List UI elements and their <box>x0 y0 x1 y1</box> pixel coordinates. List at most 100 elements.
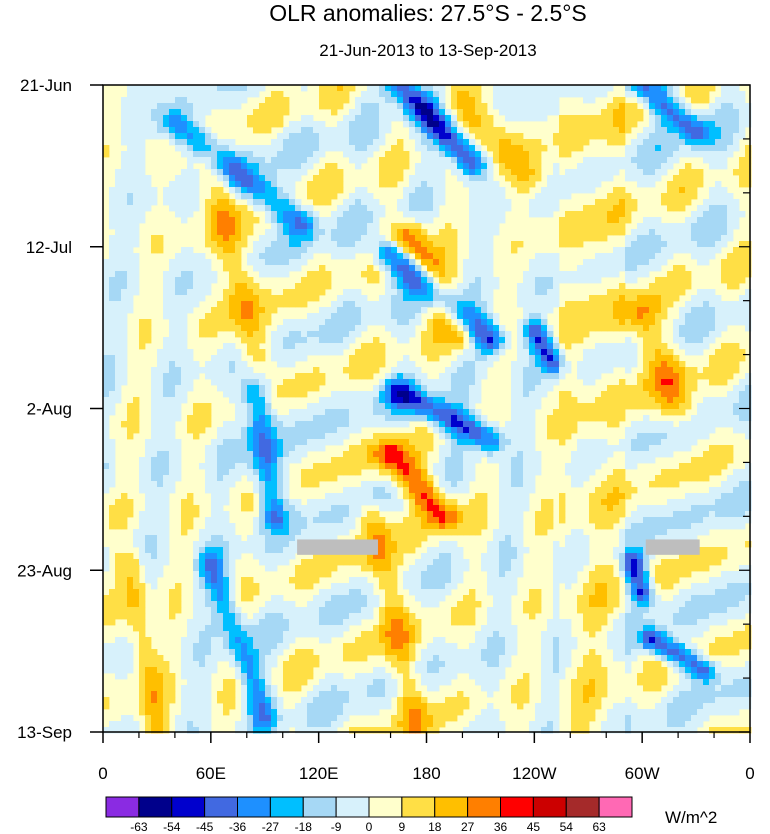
anomaly-cell <box>655 403 662 410</box>
anomaly-cell <box>157 451 164 458</box>
anomaly-cell <box>631 451 638 458</box>
anomaly-cell <box>361 319 368 326</box>
anomaly-cell <box>253 343 260 350</box>
anomaly-cell <box>235 151 242 158</box>
anomaly-cell <box>625 271 632 278</box>
anomaly-cell <box>715 205 722 212</box>
anomaly-cell <box>349 445 356 452</box>
anomaly-cell <box>385 289 392 296</box>
anomaly-cell <box>133 415 140 422</box>
anomaly-cell <box>679 193 686 200</box>
anomaly-cell <box>427 445 434 452</box>
anomaly-cell <box>679 325 686 332</box>
anomaly-cell <box>451 301 458 308</box>
anomaly-cell <box>625 127 632 134</box>
anomaly-cell <box>451 91 458 98</box>
anomaly-cell <box>223 235 230 242</box>
anomaly-cell <box>445 469 452 476</box>
anomaly-cell <box>229 373 236 380</box>
anomaly-cell <box>457 331 464 338</box>
anomaly-cell <box>547 109 554 116</box>
anomaly-cell <box>559 421 566 428</box>
anomaly-cell <box>289 385 296 392</box>
anomaly-cell <box>283 259 290 266</box>
anomaly-cell <box>709 133 716 140</box>
anomaly-cell <box>247 427 254 434</box>
anomaly-cell <box>667 403 674 410</box>
anomaly-cell <box>691 457 698 464</box>
anomaly-cell <box>529 283 536 290</box>
anomaly-cell <box>319 349 326 356</box>
anomaly-cell <box>187 193 194 200</box>
anomaly-cell <box>595 343 602 350</box>
anomaly-cell <box>235 439 242 446</box>
anomaly-cell <box>373 85 380 92</box>
anomaly-cell <box>361 457 368 464</box>
anomaly-cell <box>361 121 368 128</box>
anomaly-cell <box>637 247 644 254</box>
anomaly-cell <box>451 337 458 344</box>
anomaly-cell <box>487 355 494 362</box>
anomaly-cell <box>463 313 470 320</box>
anomaly-cell <box>139 463 146 470</box>
anomaly-cell <box>685 373 692 380</box>
anomaly-cell <box>481 451 488 458</box>
anomaly-cell <box>487 331 494 338</box>
anomaly-cell <box>169 91 176 98</box>
anomaly-cell <box>175 271 182 278</box>
anomaly-cell <box>379 391 386 398</box>
anomaly-cell <box>403 409 410 416</box>
anomaly-cell <box>739 349 746 356</box>
anomaly-cell <box>655 445 662 452</box>
anomaly-cell <box>403 151 410 158</box>
anomaly-cell <box>655 355 662 362</box>
anomaly-cell <box>715 223 722 230</box>
anomaly-cell <box>613 295 620 302</box>
anomaly-cell <box>259 247 266 254</box>
anomaly-cell <box>493 343 500 350</box>
anomaly-cell <box>409 325 416 332</box>
anomaly-cell <box>277 109 284 116</box>
anomaly-cell <box>535 85 542 92</box>
anomaly-cell <box>223 427 230 434</box>
anomaly-cell <box>589 115 596 122</box>
anomaly-cell <box>409 415 416 422</box>
anomaly-cell <box>721 103 728 110</box>
anomaly-cell <box>475 331 482 338</box>
anomaly-cell <box>199 103 206 110</box>
anomaly-cell <box>607 169 614 176</box>
anomaly-cell <box>607 391 614 398</box>
anomaly-cell <box>187 415 194 422</box>
anomaly-cell <box>367 97 374 104</box>
anomaly-cell <box>319 187 326 194</box>
anomaly-cell <box>673 241 680 248</box>
anomaly-cell <box>133 193 140 200</box>
anomaly-cell <box>589 463 596 470</box>
anomaly-cell <box>529 109 536 116</box>
anomaly-cell <box>355 325 362 332</box>
anomaly-cell <box>661 253 668 260</box>
anomaly-cell <box>739 379 746 386</box>
anomaly-cell <box>271 259 278 266</box>
anomaly-cell <box>427 343 434 350</box>
anomaly-cell <box>349 217 356 224</box>
anomaly-cell <box>529 85 536 92</box>
anomaly-cell <box>103 355 110 362</box>
anomaly-cell <box>403 271 410 278</box>
anomaly-cell <box>103 463 110 470</box>
anomaly-cell <box>259 163 266 170</box>
anomaly-cell <box>391 103 398 110</box>
anomaly-cell <box>289 139 296 146</box>
anomaly-cell <box>595 265 602 272</box>
anomaly-cell <box>673 295 680 302</box>
anomaly-cell <box>247 223 254 230</box>
anomaly-cell <box>589 223 596 230</box>
anomaly-cell <box>433 409 440 416</box>
anomaly-cell <box>415 289 422 296</box>
anomaly-cell <box>481 433 488 440</box>
anomaly-cell <box>697 247 704 254</box>
anomaly-cell <box>475 367 482 374</box>
anomaly-cell <box>583 139 590 146</box>
anomaly-cell <box>301 469 308 476</box>
anomaly-cell <box>319 223 326 230</box>
